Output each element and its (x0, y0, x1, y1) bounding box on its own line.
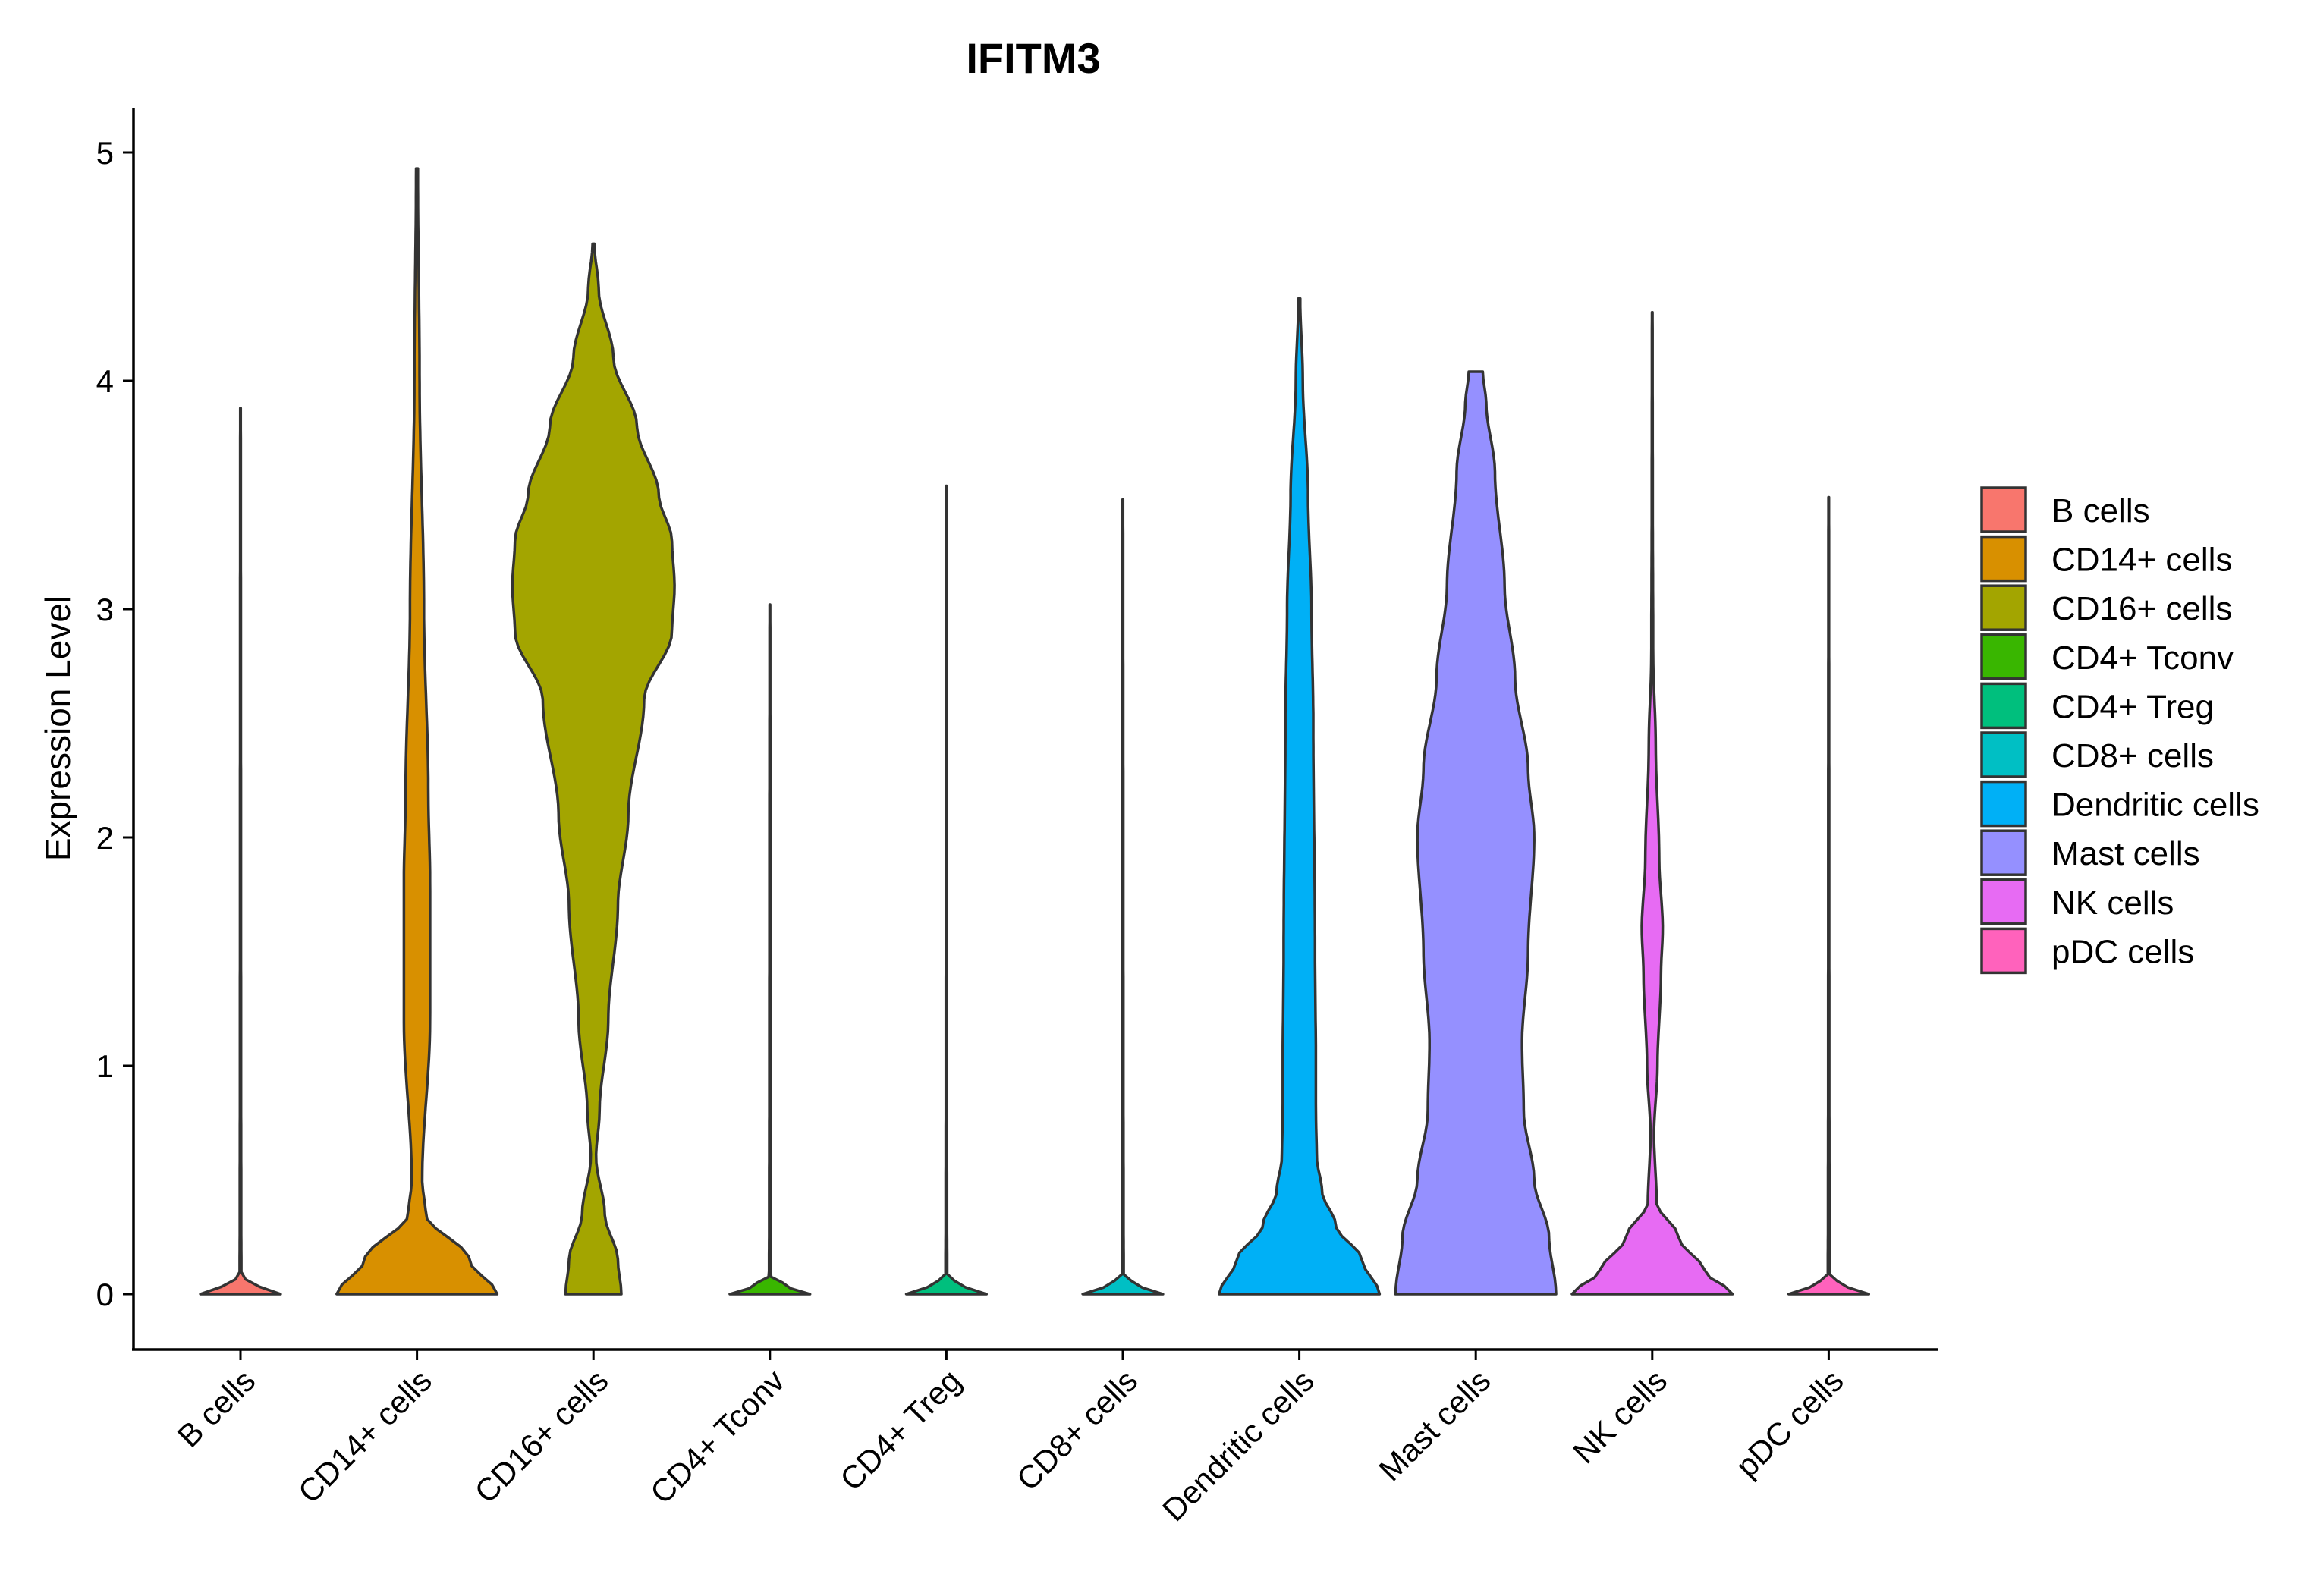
legend-key-mast-cells (1980, 829, 2027, 876)
x-tick-label: NK cells (1566, 1362, 1674, 1470)
violin-mast-cells (1394, 370, 1558, 1296)
legend-label: pDC cells (2051, 933, 2194, 970)
x-axis-ticks: B cells CD14+ cells CD16+ cells CD4+ Tconv C… (171, 1349, 1850, 1528)
x-tick-label: CD4+ Tconv (643, 1362, 791, 1510)
violin-cd8-plus-cells (1081, 498, 1165, 1296)
x-tick-label: CD8+ cells (1010, 1362, 1145, 1497)
violin-cd4-plus-tconv (728, 603, 812, 1296)
violin-nk-cells (1570, 310, 1734, 1296)
legend-key-cd4-plus-treg (1980, 682, 2027, 730)
x-tick-label: B cells (171, 1362, 263, 1454)
y-tick-label: 5 (96, 135, 114, 171)
violin-group (199, 167, 1871, 1296)
legend-key-cd8-plus-cells (1980, 731, 2027, 778)
violin-b-cells (199, 407, 282, 1296)
chart-title: IFITM3 (966, 34, 1100, 82)
y-axis-ticks: 0 1 2 3 4 5 (96, 135, 134, 1312)
y-tick-label: 4 (96, 363, 114, 399)
legend-key-cd14-plus-cells (1980, 535, 2027, 583)
y-tick-label: 1 (96, 1048, 114, 1084)
x-tick-label: CD14+ cells (291, 1362, 439, 1510)
y-tick-label: 0 (96, 1277, 114, 1312)
violin-cd16-plus-cells (511, 242, 676, 1296)
legend-label: CD16+ cells (2051, 590, 2232, 627)
legend-key-pdc-cells (1980, 927, 2027, 975)
x-tick-label: Mast cells (1372, 1362, 1497, 1488)
legend-label: Mast cells (2051, 835, 2200, 872)
y-tick-label: 2 (96, 820, 114, 856)
legend-label: B cells (2051, 492, 2150, 529)
x-tick-label: CD4+ Treg (833, 1362, 968, 1497)
violin-pdc-cells (1787, 495, 1871, 1296)
y-axis-label: Expression Level (38, 595, 77, 861)
x-tick-label: Dendritic cells (1155, 1362, 1321, 1528)
x-tick-label: CD16+ cells (467, 1362, 615, 1510)
legend: B cells CD14+ cells CD16+ cells CD4+ Tconv C… (1980, 486, 2259, 975)
x-tick-label: pDC cells (1728, 1362, 1850, 1484)
legend-key-nk-cells (1980, 878, 2027, 925)
legend-label: CD14+ cells (2051, 542, 2232, 579)
violin-dendritic-cells (1218, 297, 1382, 1296)
legend-label: Dendritic cells (2051, 787, 2259, 824)
violin-cd4-plus-treg (904, 484, 989, 1296)
y-tick-label: 3 (96, 592, 114, 627)
legend-key-cd4-plus-tconv (1980, 633, 2027, 680)
violin-cd14-plus-cells (335, 167, 499, 1296)
legend-key-cd16-plus-cells (1980, 584, 2027, 631)
legend-key-dendritic-cells (1980, 780, 2027, 828)
legend-label: NK cells (2051, 884, 2174, 922)
legend-label: CD4+ Tconv (2051, 639, 2234, 677)
legend-label: CD4+ Treg (2051, 688, 2214, 725)
legend-label: CD8+ cells (2051, 737, 2214, 774)
legend-key-b-cells (1980, 486, 2027, 533)
